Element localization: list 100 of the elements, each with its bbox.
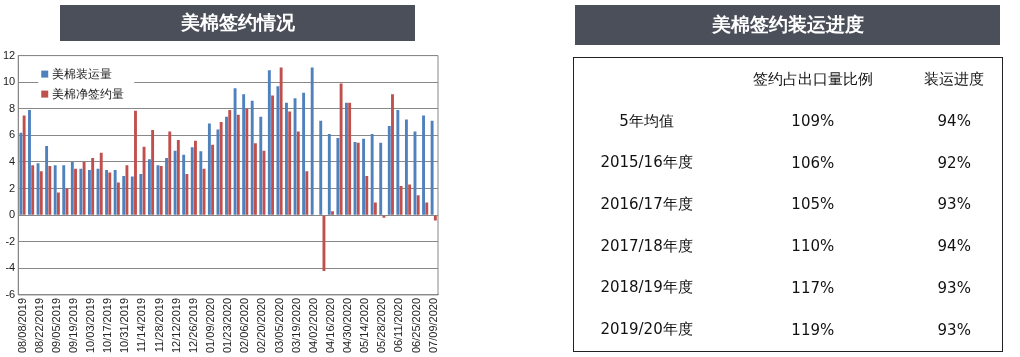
bar [62, 165, 66, 215]
text: 119% [791, 320, 835, 339]
bar [99, 152, 103, 215]
bar [168, 131, 172, 215]
bar [199, 151, 203, 215]
category-label: 2019/20年度 [600, 320, 693, 339]
bar [19, 132, 23, 215]
x-tick-label: 01/09/2020 [204, 297, 217, 354]
text: 94% [937, 237, 971, 256]
bar [267, 70, 271, 215]
x-tick-label: 11/14/2019 [135, 297, 148, 353]
bar [194, 140, 197, 215]
bar [276, 86, 280, 215]
text: 94% [937, 112, 971, 131]
x-tick-label: 08/08/2019 [15, 297, 28, 354]
bar [228, 110, 232, 215]
text: 93% [937, 278, 971, 297]
bar [45, 146, 49, 215]
bar [331, 211, 334, 215]
text: 106% [791, 153, 835, 172]
bar [370, 134, 374, 215]
y-tick-label: -6 [5, 287, 16, 300]
bar [125, 165, 129, 215]
y-tick-label: 10 [2, 75, 16, 88]
text: 93% [937, 195, 971, 214]
bar [345, 102, 348, 215]
bar [151, 130, 155, 215]
x-tick-label: 06/11/2020 [392, 297, 405, 353]
bar [242, 94, 246, 215]
bar [182, 154, 186, 215]
x-tick-label: 11/28/2019 [152, 297, 165, 353]
category-label: 2016/17年度 [600, 194, 693, 213]
bar [22, 115, 26, 215]
bar [211, 144, 215, 215]
bar [142, 146, 146, 215]
x-tick-label: 05/14/2020 [358, 297, 371, 354]
bar [70, 161, 74, 215]
text: 105% [791, 195, 835, 214]
bar [348, 102, 352, 215]
y-tick-label: 6 [9, 128, 16, 141]
x-tick-label: 05/28/2020 [375, 297, 388, 354]
bar [250, 100, 254, 215]
x-tick-label: 12/26/2019 [186, 297, 199, 354]
bar [233, 88, 237, 215]
bar [88, 169, 91, 215]
bar [122, 175, 126, 215]
text: 92% [937, 153, 971, 172]
x-tick-label: 12/12/2019 [169, 297, 182, 354]
bar [387, 126, 391, 215]
legend-label: 美棉装运量 [52, 66, 113, 81]
x-tick-label: 10/03/2019 [84, 297, 97, 354]
bar [165, 157, 168, 215]
bar [147, 159, 151, 215]
x-tick-label: 02/06/2020 [238, 297, 251, 354]
text: 109% [791, 112, 835, 131]
bar [416, 195, 420, 215]
bar [391, 94, 394, 215]
x-tick-label: 07/09/2020 [426, 297, 439, 354]
chart-title: 美棉签约情况 [60, 5, 415, 41]
bar [130, 176, 134, 215]
bar [91, 157, 95, 215]
x-tick-label: 09/05/2019 [49, 297, 62, 354]
bar [56, 192, 60, 215]
bar [425, 202, 429, 215]
bar [82, 161, 86, 215]
x-tick-label: 08/22/2019 [32, 297, 45, 354]
bar [379, 142, 383, 215]
y-tick-label: 2 [9, 181, 16, 194]
bar [39, 171, 43, 215]
x-tick-label: 09/19/2019 [66, 297, 79, 354]
bar [285, 102, 288, 215]
bar [113, 169, 117, 215]
x-tick-label: 04/16/2020 [323, 297, 336, 354]
bar [236, 114, 240, 215]
bar [253, 143, 257, 215]
bar [74, 168, 77, 215]
bar [185, 173, 189, 215]
bar [310, 67, 314, 215]
y-tick-label: 8 [9, 101, 16, 114]
x-tick-label: 10/17/2019 [101, 297, 114, 354]
bar [422, 115, 425, 215]
category-label: 2015/16年度 [600, 153, 693, 172]
bar [373, 202, 377, 215]
bar [245, 108, 249, 215]
x-tick-label: 04/02/2020 [306, 297, 319, 354]
bar [207, 123, 211, 215]
bar [408, 184, 412, 215]
bar [305, 171, 309, 215]
x-tick-label: 06/25/2020 [409, 297, 422, 354]
x-tick-label: 04/30/2020 [341, 297, 354, 354]
text: 110% [791, 237, 835, 256]
category-label: 签约占出口量比例 [751, 68, 874, 90]
bar [399, 185, 403, 215]
x-tick-label: 02/20/2020 [255, 297, 268, 354]
x-tick-label: 10/31/2019 [118, 297, 131, 354]
y-tick-label: -2 [5, 234, 16, 247]
bar [302, 92, 306, 215]
bar [279, 67, 283, 215]
bar [53, 165, 57, 215]
bar [225, 116, 228, 215]
